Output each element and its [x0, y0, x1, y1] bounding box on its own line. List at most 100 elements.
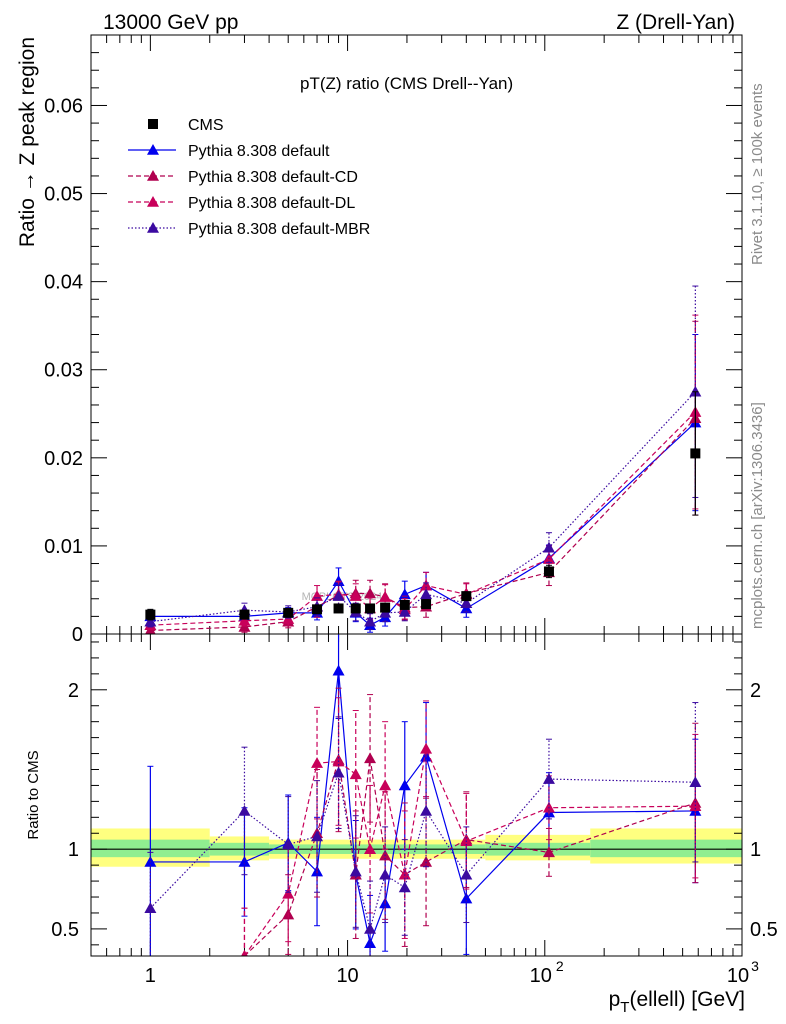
ratio-plot-area [144, 634, 702, 956]
legend-marker-triangle [147, 196, 159, 207]
legend-marker-triangle [147, 144, 159, 155]
main-data-point [543, 566, 554, 577]
main-mc-point [460, 597, 473, 608]
main-y-tick-label: 0.05 [44, 184, 83, 206]
ratio-y-tick-label: 2 [68, 680, 79, 702]
legend-label: Pythia 8.308 default [188, 143, 330, 160]
rivet-version-label: Rivet 3.1.10, ≥ 100k events [749, 83, 766, 265]
legend-item: Pythia 8.308 default [128, 143, 330, 160]
main-data-point [380, 602, 391, 613]
ratio-mc-point [379, 779, 392, 791]
main-data-point [365, 603, 376, 614]
ratio-mc-point [311, 830, 324, 842]
x-tick-label-1: 1 [145, 965, 156, 987]
main-series-3 [144, 314, 702, 631]
ratio-mc-point [460, 868, 473, 880]
main-mc-point [420, 588, 433, 600]
ratio-mc-point [542, 773, 555, 784]
main-y-tick-label: 0.06 [44, 95, 83, 117]
ratio-mc-point [144, 902, 157, 913]
cms-uncertainty-band [91, 828, 742, 867]
main-mc-point [379, 591, 392, 602]
x-tick-label-1000-exponent: 3 [751, 958, 759, 974]
main-y-tick-label: 0.04 [44, 272, 83, 294]
ratio-y-axis-label: Ratio to CMS [25, 750, 42, 839]
main-series-line [150, 411, 696, 626]
ratio-mc-point [238, 855, 251, 867]
main-mc-point [689, 385, 702, 397]
ratio-mc-point [364, 752, 377, 764]
legend-label: Pythia 8.308 default-DL [188, 195, 355, 212]
ratio-mc-point [332, 664, 345, 676]
ratio-mc-point [364, 937, 377, 949]
ratio-mc-point [332, 766, 345, 778]
mcplots-credit-label: mcplots.cern.ch [arXiv:1306.3436] [749, 402, 766, 629]
main-data-point [350, 603, 361, 614]
x-axis-label: pT(ellell) [GeV] [609, 988, 745, 1016]
ratio-mc-point [420, 804, 433, 816]
header-left: 13000 GeV pp [103, 11, 238, 34]
main-mc-point [332, 590, 345, 601]
main-y-tick-label: 0.01 [44, 536, 83, 558]
main-y-tick-label: 0.03 [44, 360, 83, 382]
ratio-mc-point [689, 776, 702, 788]
ratio-mc-point [542, 846, 555, 858]
ratio-mc-point [282, 887, 295, 899]
ratio-series-line [243, 746, 696, 956]
ratio-mc-point [349, 768, 362, 780]
main-axis-ticks: 0 0.01 0.02 0.03 0.04 0.05 0.06 [44, 34, 742, 646]
main-mc-point [398, 588, 411, 600]
ratio-mc-point [238, 804, 251, 816]
ratio-mc-point [349, 865, 362, 877]
main-mc-point [364, 615, 377, 627]
main-series-4 [144, 285, 702, 631]
legend-item: Pythia 8.308 default-DL [128, 195, 355, 212]
ratio-mc-point [282, 838, 295, 850]
legend-marker-square [148, 119, 158, 129]
x-tick-label-100-exponent: 2 [556, 958, 564, 974]
legend-item: Pythia 8.308 default-MBR [128, 221, 370, 238]
main-mc-point [349, 590, 362, 601]
main-data-point [283, 607, 294, 618]
ratio-frame [90, 633, 743, 957]
legend-item: Pythia 8.308 default-CD [128, 169, 358, 186]
ratio-mc-point [364, 922, 377, 934]
ratio-series-4 [144, 702, 702, 956]
main-mc-point [398, 605, 411, 617]
main-data-point [399, 599, 410, 610]
ratio-y-tick-label-right: 1 [750, 839, 761, 861]
main-mc-point [332, 575, 345, 586]
main-mc-point [420, 579, 433, 591]
ratio-mc-point [398, 779, 411, 791]
x-tick-label-1000-base: 10 [727, 965, 749, 987]
main-y-tick-label: 0 [72, 624, 83, 646]
ratio-axis-ticks: 0.5 0.51 12 21 10 10 2 10 3 [51, 634, 778, 987]
legend-item: CMS [148, 117, 224, 134]
ratio-y-tick-label-right: 0.5 [750, 919, 778, 941]
x-tick-label-10: 10 [336, 965, 358, 987]
header-right: Z (Drell-Yan) [616, 11, 735, 34]
ratio-y-tick-label: 1 [68, 839, 79, 861]
ratio-y-tick-label-right: 2 [750, 680, 761, 702]
band-inner-segment [590, 839, 742, 858]
ratio-mc-point [420, 855, 433, 867]
ratio-mc-point [241, 950, 248, 956]
ratio-mc-point [379, 868, 392, 880]
ratio-y-tick-label: 0.5 [51, 919, 79, 941]
ratio-mc-point [311, 757, 324, 768]
plot-title: pT(Z) ratio (CMS Drell--Yan) [300, 74, 513, 93]
legend-marker-triangle [147, 222, 159, 233]
main-data-point [461, 591, 472, 602]
main-data-point [421, 599, 432, 610]
main-series-0 [145, 391, 701, 621]
main-mc-point [542, 541, 555, 553]
ratio-mc-point [398, 868, 411, 880]
main-data-point [312, 604, 323, 615]
main-data-point [333, 603, 344, 614]
main-panel: MCPLOTS 2024 00.010.020.030.040.050.06 p… [16, 34, 743, 646]
ratio-mc-point [420, 742, 433, 754]
main-data-point [690, 448, 701, 459]
main-mc-point [144, 615, 157, 627]
main-mc-point [364, 587, 377, 599]
